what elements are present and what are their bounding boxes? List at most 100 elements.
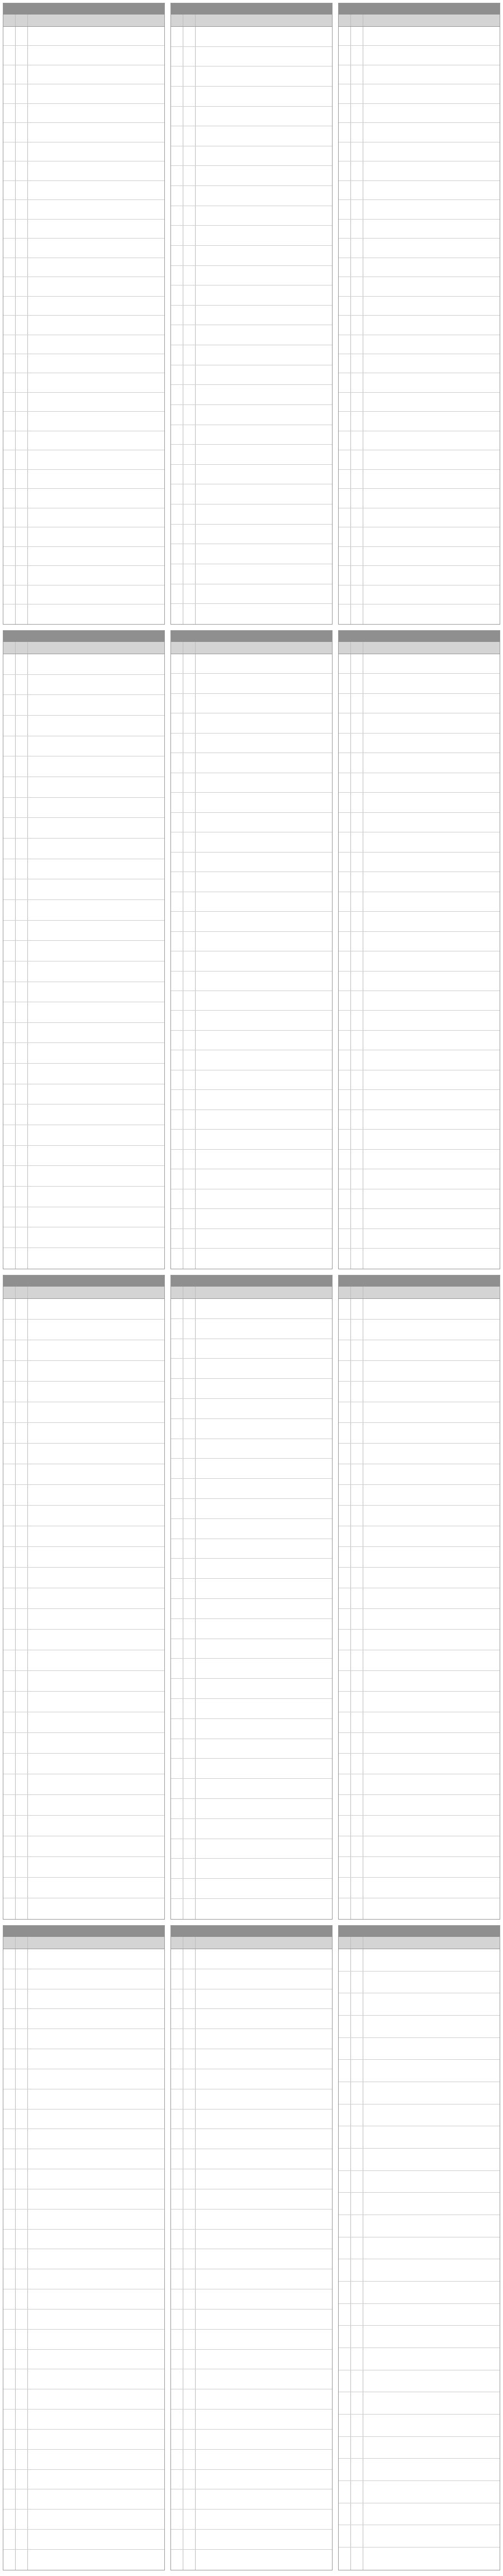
weekday bbox=[183, 1050, 196, 1070]
weekday bbox=[16, 2089, 28, 2109]
day-number bbox=[3, 961, 16, 982]
day-number bbox=[171, 971, 183, 991]
event-cell bbox=[363, 2060, 500, 2082]
day-row bbox=[3, 1630, 164, 1650]
event-column-header bbox=[363, 1287, 500, 1298]
weekday bbox=[16, 103, 28, 123]
day-number bbox=[3, 489, 16, 508]
day-row bbox=[3, 1320, 164, 1340]
event-cell bbox=[28, 239, 164, 257]
weekday bbox=[351, 2415, 363, 2436]
weekday bbox=[16, 797, 28, 818]
day-row bbox=[171, 1559, 332, 1579]
weekday bbox=[351, 1712, 363, 1732]
event-cell bbox=[363, 1299, 500, 1319]
weekday bbox=[16, 1022, 28, 1043]
day-number bbox=[171, 1518, 183, 1539]
weekday bbox=[16, 1104, 28, 1125]
weekday bbox=[183, 206, 196, 226]
day-row bbox=[339, 1382, 500, 1402]
day-number bbox=[339, 733, 351, 753]
weekday bbox=[183, 1318, 196, 1339]
day-row bbox=[339, 508, 500, 528]
day-number bbox=[339, 2104, 351, 2126]
weekday bbox=[351, 258, 363, 277]
day-row bbox=[3, 899, 164, 921]
weekday bbox=[16, 489, 28, 508]
month-title bbox=[339, 631, 500, 642]
day-row bbox=[171, 2069, 332, 2089]
event-cell bbox=[196, 266, 332, 285]
day-number bbox=[171, 46, 183, 66]
event-cell bbox=[363, 1857, 500, 1877]
event-cell bbox=[28, 1444, 164, 1464]
day-row bbox=[339, 832, 500, 853]
day-row bbox=[171, 265, 332, 286]
event-cell bbox=[363, 1712, 500, 1732]
weekday bbox=[351, 316, 363, 335]
event-cell bbox=[28, 1836, 164, 1856]
day-number bbox=[3, 1022, 16, 1043]
day-number bbox=[3, 2029, 16, 2049]
day-number bbox=[339, 1209, 351, 1229]
weekday bbox=[16, 2109, 28, 2129]
day-number bbox=[171, 524, 183, 544]
day-row bbox=[339, 1526, 500, 1547]
event-cell bbox=[363, 912, 500, 931]
day-number bbox=[3, 2530, 16, 2549]
day-number bbox=[171, 66, 183, 86]
event-cell bbox=[28, 1464, 164, 1484]
weekday-column-header bbox=[183, 15, 196, 26]
weekday bbox=[351, 733, 363, 753]
event-cell bbox=[363, 1671, 500, 1691]
day-number bbox=[3, 1043, 16, 1064]
day-row bbox=[171, 46, 332, 67]
day-row bbox=[339, 1464, 500, 1485]
weekday bbox=[16, 2449, 28, 2469]
event-cell bbox=[28, 1146, 164, 1166]
day-row bbox=[171, 1459, 332, 1479]
day-number bbox=[171, 584, 183, 604]
day-column-header bbox=[339, 642, 351, 654]
weekday bbox=[183, 564, 196, 584]
day-number bbox=[339, 1444, 351, 1464]
weekday bbox=[351, 1754, 363, 1774]
day-number bbox=[339, 296, 351, 316]
day-row bbox=[171, 166, 332, 186]
weekday bbox=[16, 2289, 28, 2309]
day-number bbox=[171, 654, 183, 674]
day-row bbox=[171, 872, 332, 892]
day-row bbox=[339, 103, 500, 123]
event-cell bbox=[363, 2126, 500, 2148]
day-row bbox=[171, 1229, 332, 1249]
event-cell bbox=[363, 123, 500, 141]
weekday bbox=[183, 66, 196, 86]
weekday bbox=[351, 142, 363, 161]
day-number bbox=[3, 1774, 16, 1794]
day-row bbox=[339, 1229, 500, 1249]
day-number bbox=[3, 2469, 16, 2489]
day-number bbox=[339, 812, 351, 832]
day-row bbox=[339, 65, 500, 85]
weekday bbox=[16, 1733, 28, 1753]
day-row bbox=[3, 1754, 164, 1774]
day-row bbox=[339, 469, 500, 489]
weekday-column-header bbox=[351, 642, 363, 654]
day-number bbox=[3, 219, 16, 239]
day-row bbox=[3, 654, 164, 675]
weekday bbox=[16, 219, 28, 239]
event-cell bbox=[196, 1799, 332, 1818]
weekday bbox=[16, 1836, 28, 1856]
event-cell bbox=[28, 161, 164, 180]
weekday bbox=[183, 226, 196, 245]
day-number bbox=[339, 2392, 351, 2415]
day-number bbox=[3, 180, 16, 200]
event-cell bbox=[28, 1382, 164, 1402]
day-row bbox=[339, 2370, 500, 2393]
event-cell bbox=[28, 961, 164, 982]
event-cell bbox=[363, 412, 500, 430]
day-row bbox=[339, 1650, 500, 1671]
weekday bbox=[183, 1739, 196, 1759]
event-cell bbox=[196, 47, 332, 66]
event-cell bbox=[28, 2310, 164, 2329]
